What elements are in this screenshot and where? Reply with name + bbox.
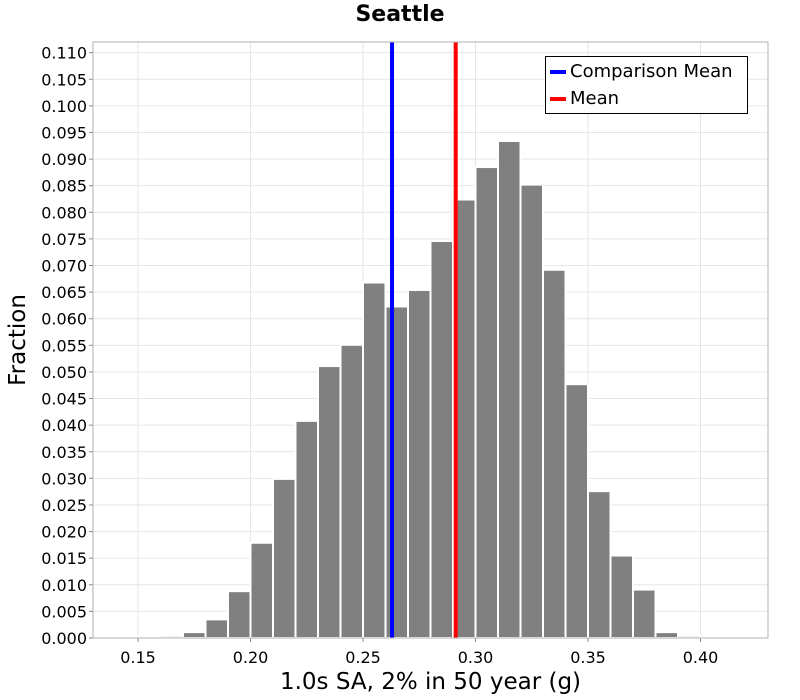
y-tick-label: 0.080	[41, 203, 87, 222]
histogram-bar	[339, 343, 364, 639]
x-tick-label: 0.30	[458, 648, 494, 667]
y-tick-label: 0.035	[41, 443, 87, 462]
y-tick-label: 0.005	[41, 602, 87, 621]
y-tick-label: 0.105	[41, 70, 87, 89]
histogram-bar	[654, 631, 679, 639]
y-tick-label: 0.100	[41, 97, 87, 116]
y-tick-label: 0.090	[41, 150, 87, 169]
x-tick-label: 0.15	[120, 648, 156, 667]
histogram-bar	[249, 541, 274, 639]
histogram-bar	[204, 618, 229, 639]
histogram-bar	[497, 139, 522, 639]
y-tick-label: 0.050	[41, 363, 87, 382]
legend-label-mean: Mean	[570, 88, 620, 109]
histogram-bar	[632, 588, 657, 640]
y-tick-label: 0.045	[41, 390, 87, 409]
histogram-bar	[182, 631, 207, 639]
y-tick-label: 0.020	[41, 523, 87, 542]
histogram-bar	[587, 490, 612, 639]
y-tick-label: 0.065	[41, 283, 87, 302]
chart-title: Seattle	[355, 2, 445, 27]
histogram-bar	[362, 281, 387, 639]
histogram-bar	[474, 166, 499, 640]
histogram-bar	[519, 183, 544, 639]
x-tick-label: 0.25	[345, 648, 381, 667]
legend-swatch-mean	[550, 97, 566, 101]
x-tick-label: 0.20	[233, 648, 269, 667]
x-tick-label: 0.35	[570, 648, 606, 667]
histogram-bar	[384, 305, 409, 639]
y-axis-label: Fraction	[5, 294, 31, 386]
y-tick-label: 0.095	[41, 123, 87, 142]
histogram-bar	[429, 240, 454, 639]
legend-item-mean: Mean	[550, 86, 619, 112]
histogram-bar	[294, 419, 319, 639]
legend-item-comparison-mean: Comparison Mean	[550, 59, 733, 85]
histogram-bar	[407, 288, 432, 639]
x-tick-label: 0.40	[683, 648, 719, 667]
y-tick-label: 0.060	[41, 310, 87, 329]
y-tick-label: 0.030	[41, 469, 87, 488]
histogram-bar	[317, 365, 342, 639]
plot-border	[92, 41, 769, 639]
y-tick-label: 0.110	[41, 44, 87, 63]
legend-label-comparison-mean: Comparison Mean	[570, 61, 733, 82]
x-axis-ticks: 0.15 0.20 0.25 0.30 0.35 0.40	[120, 638, 718, 667]
histogram-bar	[609, 554, 634, 640]
y-tick-label: 0.055	[41, 336, 87, 355]
histogram-bar	[272, 477, 297, 639]
y-tick-label: 0.075	[41, 230, 87, 249]
y-tick-label: 0.015	[41, 549, 87, 568]
mean-lines	[390, 42, 458, 638]
legend: Comparison Mean Mean	[545, 56, 748, 114]
histogram-bar	[227, 590, 252, 640]
histogram-bar	[542, 268, 567, 639]
y-axis-ticks: 0.000 0.005 0.010 0.015 0.020 0.025 0.030 0.035…	[41, 44, 93, 648]
y-tick-label: 0.025	[41, 496, 87, 515]
y-tick-label: 0.085	[41, 177, 87, 196]
y-tick-label: 0.070	[41, 257, 87, 276]
y-tick-label: 0.040	[41, 416, 87, 435]
y-tick-label: 0.010	[41, 576, 87, 595]
y-tick-label: 0.000	[41, 629, 87, 648]
legend-swatch-comparison-mean	[550, 70, 566, 74]
x-axis-label: 1.0s SA, 2% in 50 year (g)	[279, 669, 582, 695]
histogram-bar	[564, 383, 589, 639]
